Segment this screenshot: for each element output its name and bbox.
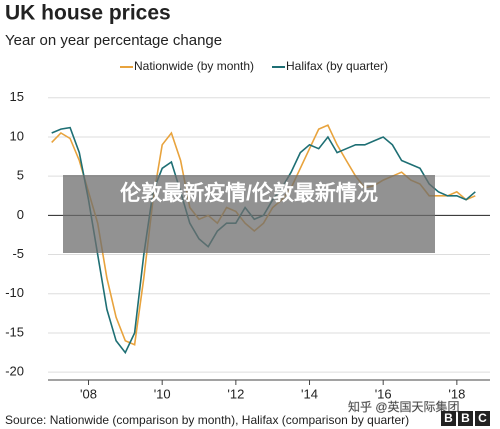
logo-letter: B xyxy=(461,411,470,425)
legend-label: Nationwide (by month) xyxy=(134,59,254,73)
x-tick-label: '16 xyxy=(375,386,392,401)
legend-label: Halifax (by quarter) xyxy=(286,59,388,73)
logo-box xyxy=(458,411,473,426)
y-tick-label: 0 xyxy=(17,207,24,222)
x-tick-label: '14 xyxy=(301,386,318,401)
y-tick-label: 15 xyxy=(10,89,24,104)
y-tick-label: -20 xyxy=(5,364,24,379)
logo-letter: C xyxy=(478,411,487,425)
y-tick-label: -5 xyxy=(12,246,24,261)
chart-subtitle: Year on year percentage change xyxy=(5,32,222,49)
source: Source: Nationwide (comparison by month)… xyxy=(5,413,409,427)
x-tick-label: '18 xyxy=(448,386,465,401)
y-tick-label: 10 xyxy=(10,128,24,143)
logo-letter: B xyxy=(444,411,453,425)
x-tick-label: '10 xyxy=(154,386,171,401)
y-tick-label: -10 xyxy=(5,285,24,300)
watermark: 知乎 @英国天际集团 xyxy=(348,399,460,414)
chart-title: UK house prices xyxy=(5,2,171,25)
logo-box xyxy=(475,411,490,426)
y-tick-label: -15 xyxy=(5,324,24,339)
y-tick-label: 5 xyxy=(17,168,24,183)
x-tick-label: '08 xyxy=(80,386,97,401)
overlay-banner: 伦敦最新疫情/伦敦最新情况 xyxy=(63,175,435,253)
x-tick-label: '12 xyxy=(227,386,244,401)
logo-box xyxy=(441,411,456,426)
